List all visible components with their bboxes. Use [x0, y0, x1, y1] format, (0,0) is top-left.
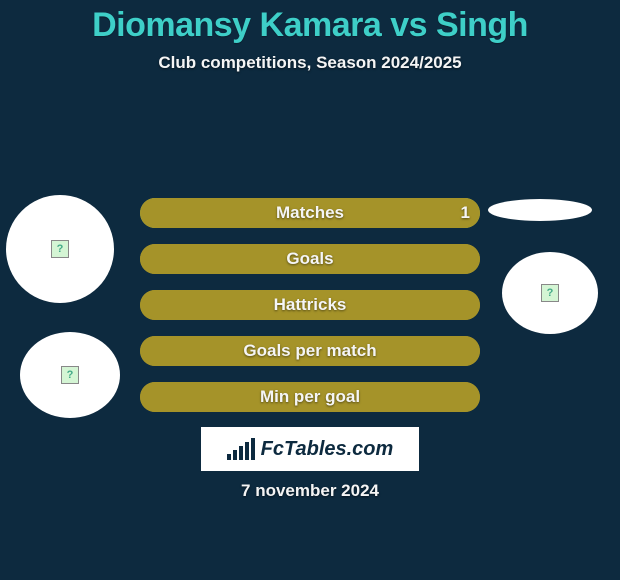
brand-logo-icon — [227, 438, 255, 460]
stat-bar-fill — [140, 244, 480, 274]
player-avatar-left-1: ? — [6, 195, 114, 303]
stat-bar-fill — [140, 336, 480, 366]
placeholder-icon: ? — [541, 284, 559, 302]
stat-bars: Matches1 Goals Hattricks Goals per match Min… — [140, 198, 480, 428]
date-footer: 7 november 2024 — [0, 481, 620, 501]
placeholder-icon: ? — [61, 366, 79, 384]
stat-bar-fill — [140, 290, 480, 320]
stat-bar-fill — [140, 382, 480, 412]
stat-bar-fill — [140, 198, 480, 228]
stat-right-value: 1 — [461, 198, 470, 228]
stat-row: Matches1 — [140, 198, 480, 228]
stat-row: Goals — [140, 244, 480, 274]
brand-badge: FcTables.com — [201, 427, 419, 471]
stat-row: Goals per match — [140, 336, 480, 366]
player-avatar-left-2: ? — [20, 332, 120, 418]
stat-row: Min per goal — [140, 382, 480, 412]
comparison-stage: ? ? ? Matches1 Goals Hattricks Goals per ma… — [0, 73, 620, 573]
stat-row: Hattricks — [140, 290, 480, 320]
page-title: Diomansy Kamara vs Singh — [0, 0, 620, 45]
page-subtitle: Club competitions, Season 2024/2025 — [0, 53, 620, 73]
brand-text: FcTables.com — [261, 438, 394, 461]
player-avatar-right-1: ? — [502, 252, 598, 334]
decorative-pill — [488, 199, 592, 221]
placeholder-icon: ? — [51, 240, 69, 258]
